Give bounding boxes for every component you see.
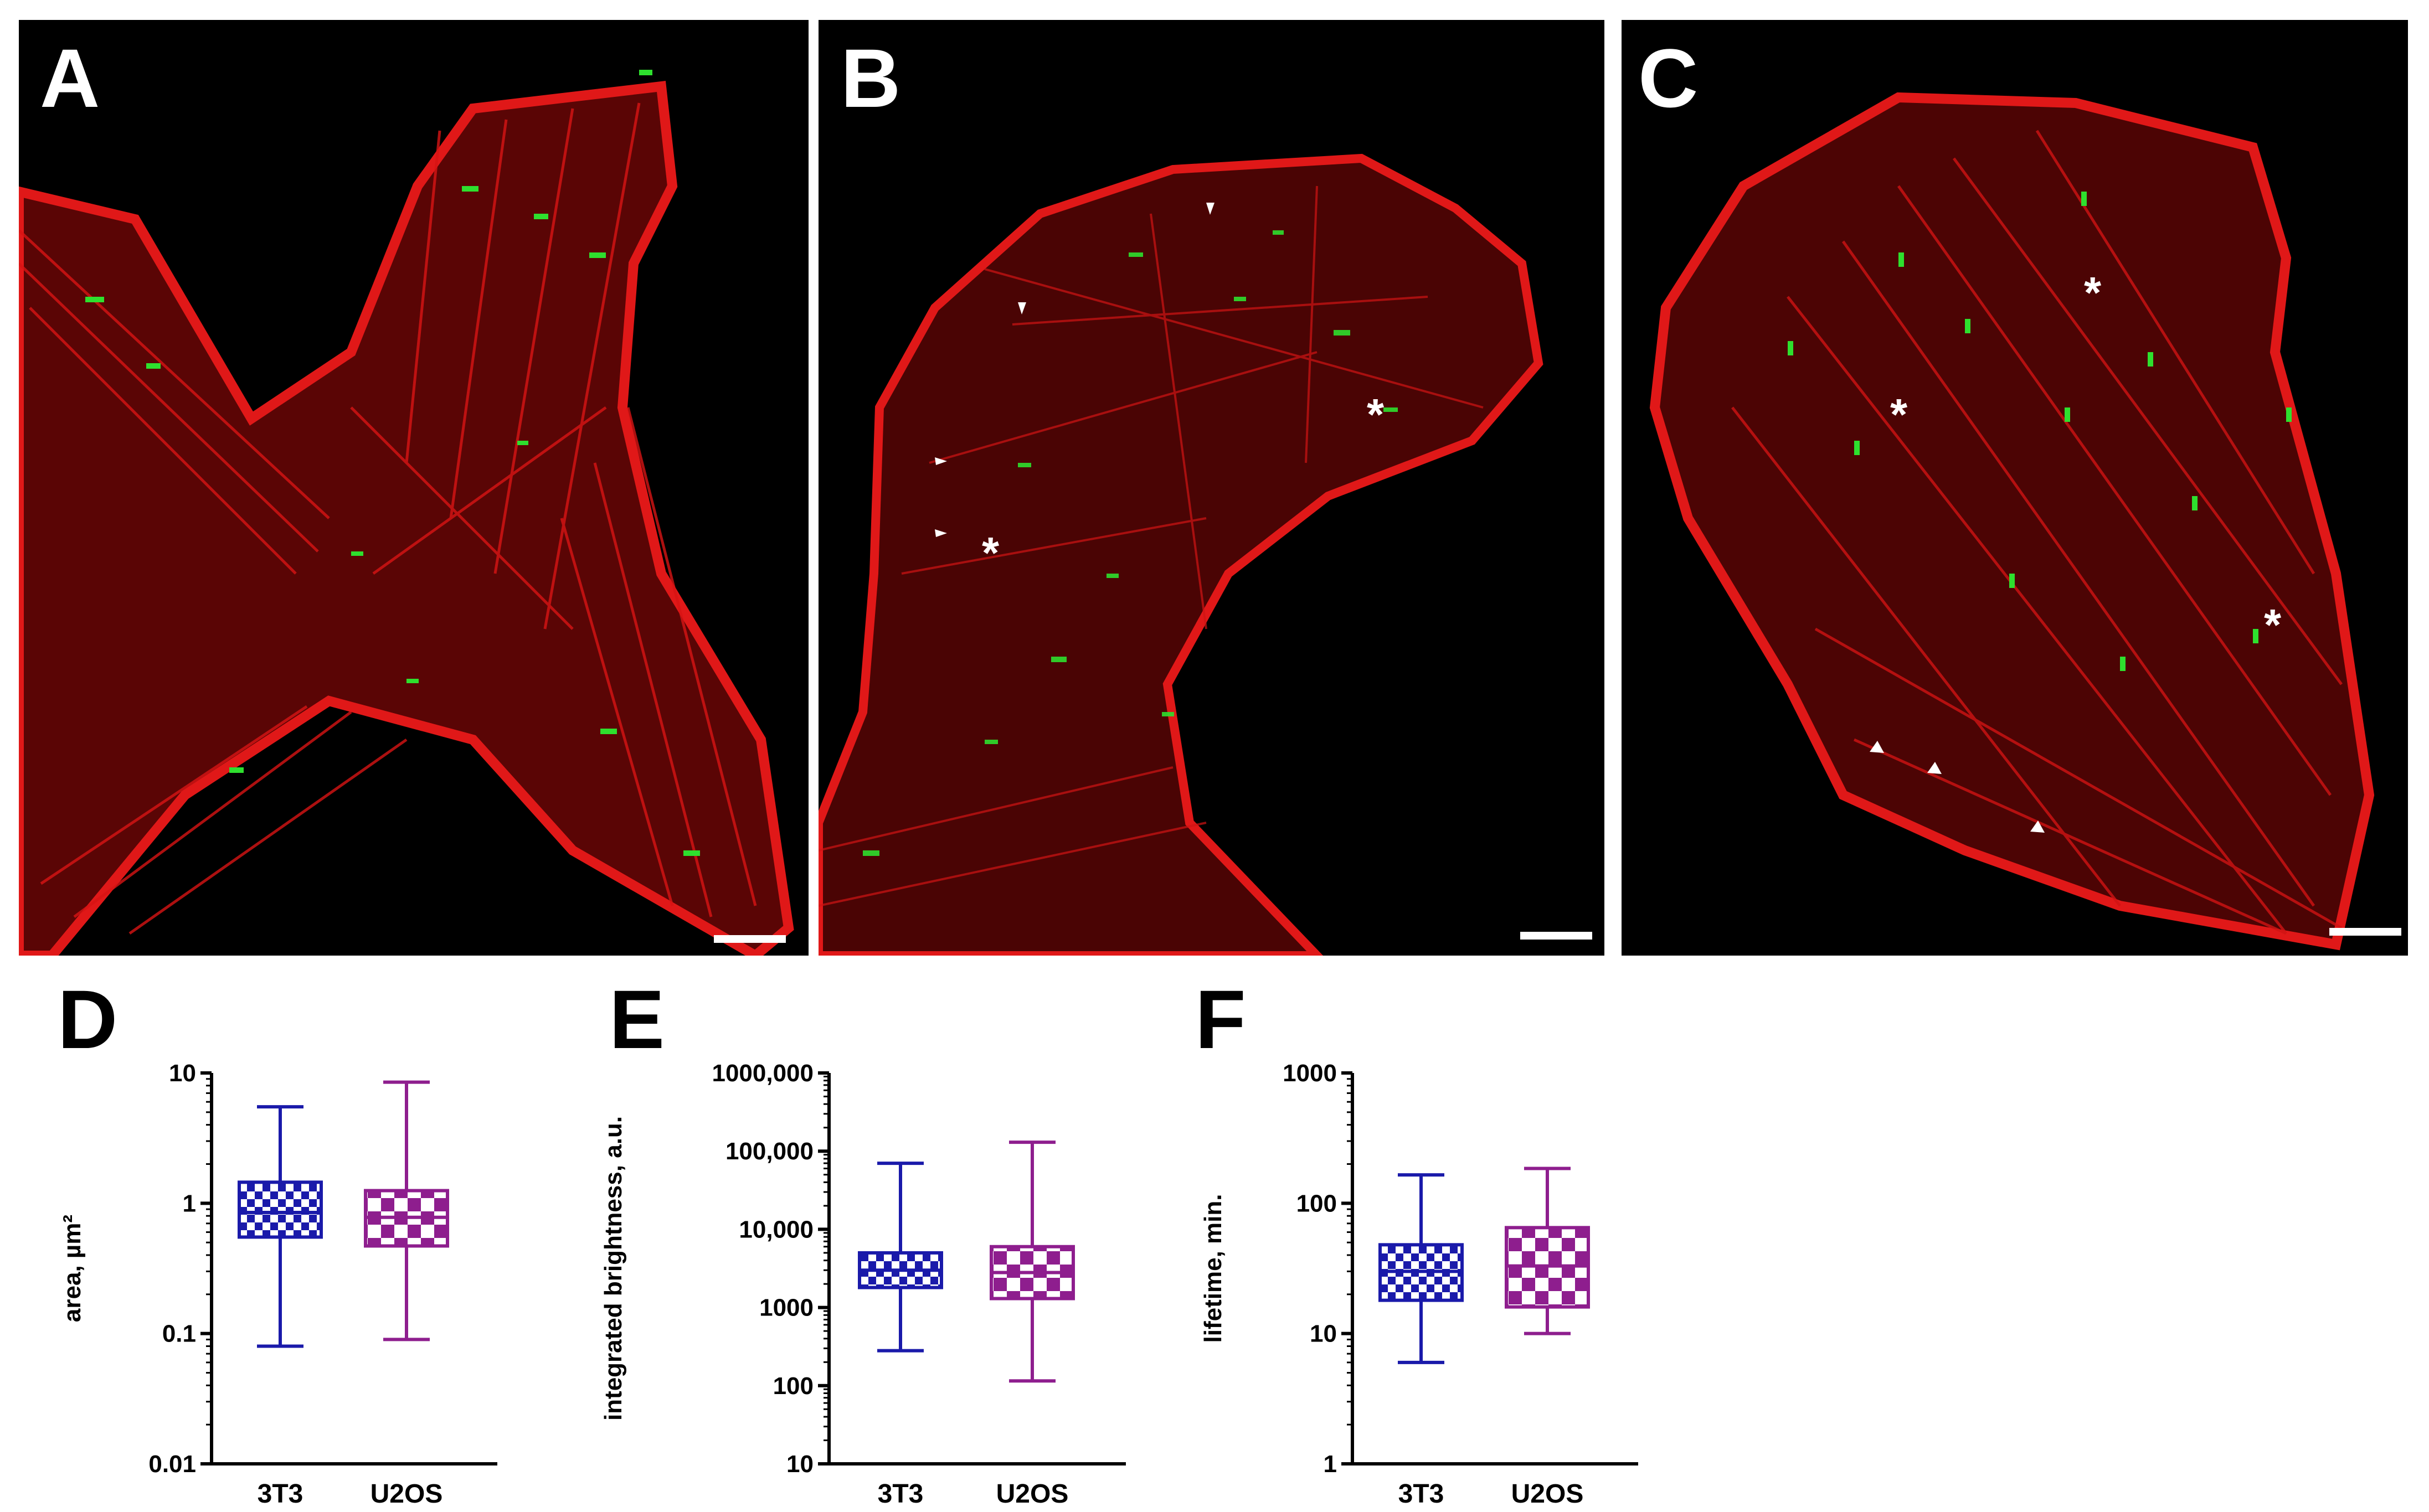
chart-letter-d: D: [58, 973, 118, 1066]
x-category-label: U2OS: [370, 1479, 443, 1506]
box-chart-d-svg: 10 1 0.1 0.01 area, µm² 3T3 U2OS: [59, 1060, 497, 1509]
scale-bar-b: [1520, 932, 1592, 940]
y-tick-label: 1000: [1283, 1060, 1337, 1087]
y-tick-label: 1000: [759, 1294, 814, 1322]
svg-text:*: *: [2084, 268, 2102, 317]
y-tick-label: 100: [1296, 1190, 1337, 1217]
x-category-label: U2OS: [1511, 1479, 1584, 1506]
cell-image-a: [19, 70, 794, 956]
y-axis-label: lifetime, min.: [1200, 1194, 1227, 1343]
svg-text:*: *: [982, 528, 1000, 577]
chart-letter-f: F: [1195, 973, 1246, 1066]
box-iqr: [238, 1180, 323, 1239]
x-category-label: 3T3: [258, 1479, 303, 1506]
micrograph-panel-c: * * * C: [1622, 20, 2408, 956]
y-axis-label: area, µm²: [59, 1215, 86, 1322]
cell-image-c: * * *: [1649, 92, 2375, 951]
y-tick-label: 10: [169, 1060, 196, 1087]
box-chart-e-svg: 1000,000 100,000 10,000 1000 100 10 integrated…: [600, 1060, 1126, 1509]
cell-image-b: **: [819, 153, 1543, 956]
box-chart-f-svg: 1000 100 10 1 lifetime, min. 3T3 U2OS: [1200, 1060, 1638, 1509]
y-tick-label: 10: [786, 1451, 814, 1478]
scale-bar-a: [714, 935, 786, 943]
y-tick-label: 0.01: [148, 1451, 196, 1478]
svg-text:*: *: [1367, 390, 1385, 439]
box-chart-d: 10 1 0.1 0.01 area, µm² 3T3 U2OS: [22, 1052, 521, 1509]
panel-letter-b: B: [841, 32, 901, 125]
y-tick-label: 1000,000: [712, 1060, 814, 1087]
box-chart-f: 1000 100 10 1 lifetime, min. 3T3 U2OS: [1163, 1052, 1661, 1509]
x-category-label: 3T3: [878, 1479, 924, 1506]
x-category-label: 3T3: [1398, 1479, 1444, 1506]
micrograph-panel-b: * * B: [819, 20, 1604, 956]
y-tick-label: 10: [1310, 1320, 1337, 1348]
y-tick-label: 100,000: [725, 1138, 814, 1165]
svg-text:*: *: [2264, 600, 2282, 649]
box-chart-e: 1000,000 100,000 10,000 1000 100 10 integrated…: [581, 1052, 1135, 1509]
panel-letter-a: A: [40, 32, 100, 125]
x-category-label: U2OS: [996, 1479, 1069, 1506]
panel-letter-c: C: [1638, 32, 1699, 125]
y-tick-label: 10,000: [739, 1216, 814, 1243]
y-tick-label: 100: [773, 1372, 814, 1400]
y-tick-label: 1: [183, 1190, 196, 1217]
y-tick-label: 1: [1324, 1451, 1337, 1478]
y-axis-label: integrated brightness, a.u.: [600, 1116, 627, 1421]
scale-bar-c: [2329, 928, 2401, 936]
svg-text:*: *: [1890, 390, 1908, 439]
micrograph-panel-a: A: [19, 20, 809, 956]
y-tick-label: 0.1: [162, 1320, 196, 1348]
chart-letter-e: E: [609, 973, 665, 1066]
